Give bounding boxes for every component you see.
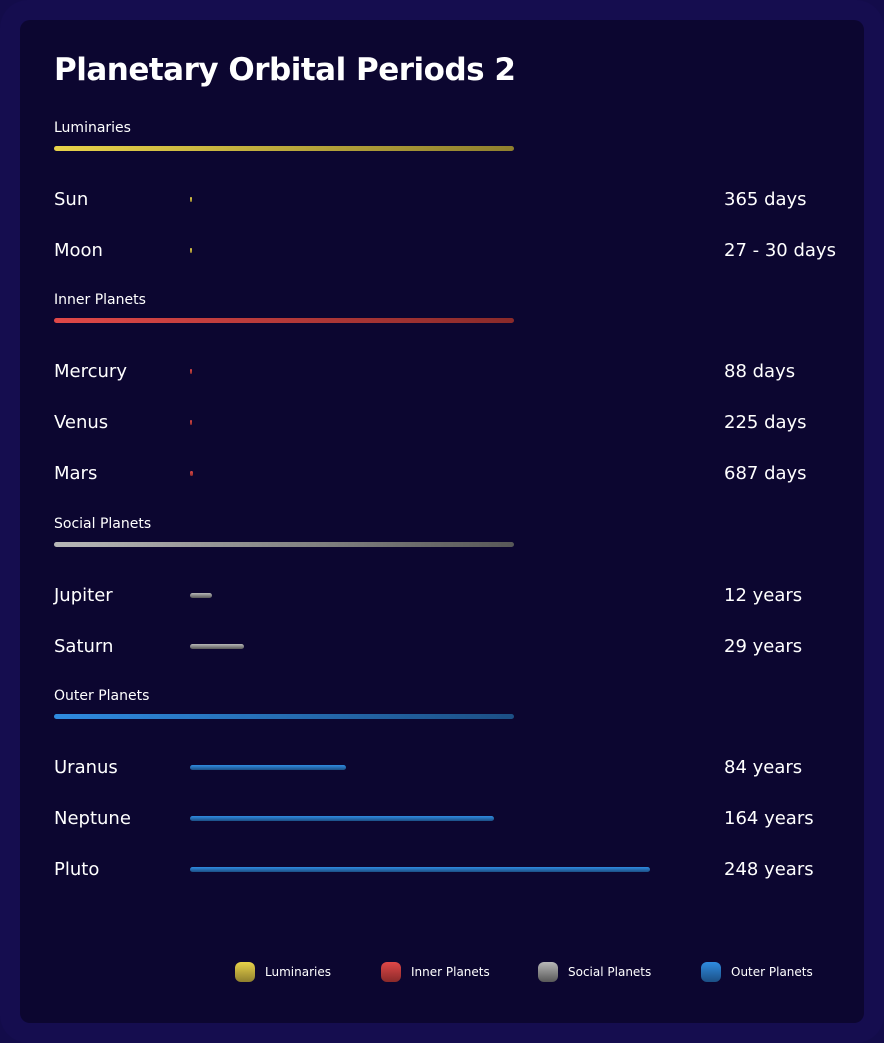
row-value-pluto: 248 years xyxy=(724,859,814,880)
legend-swatch-lum xyxy=(235,962,255,982)
legend-label-inner: Inner Planets xyxy=(411,965,490,979)
bar-saturn xyxy=(190,644,244,649)
legend-label-outer: Outer Planets xyxy=(731,965,813,979)
bar-sun xyxy=(190,197,192,202)
row-name-mars: Mars xyxy=(54,463,98,484)
bar-jupiter xyxy=(190,593,213,598)
legend-swatch-outer xyxy=(701,962,721,982)
row-value-jupiter: 12 years xyxy=(724,585,803,606)
legend-item-lum: Luminaries xyxy=(235,962,331,982)
bar-mercury xyxy=(190,369,192,374)
group-label-lum: Luminaries xyxy=(54,120,131,136)
group-line-social xyxy=(54,542,514,547)
group-label-inner: Inner Planets xyxy=(54,292,146,308)
legend-label-social: Social Planets xyxy=(568,965,652,979)
bar-venus xyxy=(190,420,192,425)
row-name-sun: Sun xyxy=(54,189,89,210)
row-name-neptune: Neptune xyxy=(54,808,131,829)
bar-uranus xyxy=(190,765,346,770)
bar-pluto xyxy=(190,867,650,872)
row-name-saturn: Saturn xyxy=(54,636,114,657)
legend-swatch-social xyxy=(538,962,558,982)
row-value-sun: 365 days xyxy=(724,189,807,210)
row-value-mercury: 88 days xyxy=(724,361,796,382)
legend-item-social: Social Planets xyxy=(538,962,651,982)
row-name-mercury: Mercury xyxy=(54,361,127,382)
row-value-venus: 225 days xyxy=(724,412,807,433)
group-label-outer: Outer Planets xyxy=(54,688,150,704)
row-name-venus: Venus xyxy=(54,412,109,433)
group-label-social: Social Planets xyxy=(54,516,152,532)
legend-item-inner: Inner Planets xyxy=(381,962,490,982)
bar-mars xyxy=(190,471,194,476)
chart-panel: Planetary Orbital Periods 2 Luminaries In… xyxy=(20,20,864,1023)
row-name-pluto: Pluto xyxy=(54,859,100,880)
group-line-inner xyxy=(54,318,514,323)
group-line-outer xyxy=(54,714,514,719)
row-value-mars: 687 days xyxy=(724,463,807,484)
group-line-lum xyxy=(54,146,514,151)
bar-neptune xyxy=(190,816,495,821)
chart-title: Planetary Orbital Periods 2 xyxy=(54,52,516,88)
row-value-saturn: 29 years xyxy=(724,636,803,657)
row-name-jupiter: Jupiter xyxy=(54,585,113,606)
row-name-moon: Moon xyxy=(54,240,103,261)
legend-swatch-inner xyxy=(381,962,401,982)
row-value-uranus: 84 years xyxy=(724,757,803,778)
legend-label-lum: Luminaries xyxy=(265,965,331,979)
bar-moon xyxy=(190,248,192,253)
legend-item-outer: Outer Planets xyxy=(701,962,813,982)
row-value-moon: 27 - 30 days xyxy=(724,240,836,261)
row-name-uranus: Uranus xyxy=(54,757,118,778)
row-value-neptune: 164 years xyxy=(724,808,814,829)
